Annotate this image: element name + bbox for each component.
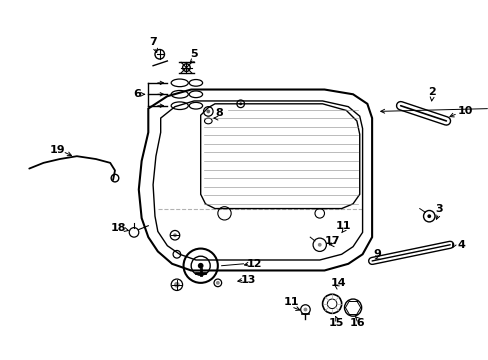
Circle shape	[239, 102, 242, 105]
Circle shape	[173, 233, 177, 237]
Text: 10: 10	[457, 107, 472, 116]
Text: 16: 16	[349, 318, 365, 328]
Text: 7: 7	[149, 37, 157, 47]
Text: 11: 11	[283, 297, 298, 307]
Circle shape	[427, 214, 430, 218]
Text: 14: 14	[330, 278, 346, 288]
Text: 19: 19	[50, 144, 65, 154]
Text: 9: 9	[372, 249, 380, 259]
Circle shape	[317, 243, 321, 247]
Circle shape	[174, 282, 180, 288]
Text: 18: 18	[111, 222, 126, 233]
Text: 5: 5	[190, 49, 198, 59]
Circle shape	[216, 281, 219, 285]
Text: 8: 8	[215, 108, 223, 118]
Text: 17: 17	[324, 236, 339, 246]
Text: 2: 2	[427, 87, 435, 98]
Text: 15: 15	[327, 318, 343, 328]
Text: 6: 6	[133, 89, 141, 99]
Text: 3: 3	[434, 203, 442, 213]
Circle shape	[206, 109, 210, 113]
Text: 13: 13	[240, 275, 256, 285]
Text: 4: 4	[457, 240, 465, 250]
Text: 11: 11	[335, 221, 350, 231]
Text: 1: 1	[486, 99, 488, 109]
Circle shape	[198, 263, 203, 269]
Text: 12: 12	[246, 259, 261, 269]
Circle shape	[303, 307, 307, 311]
